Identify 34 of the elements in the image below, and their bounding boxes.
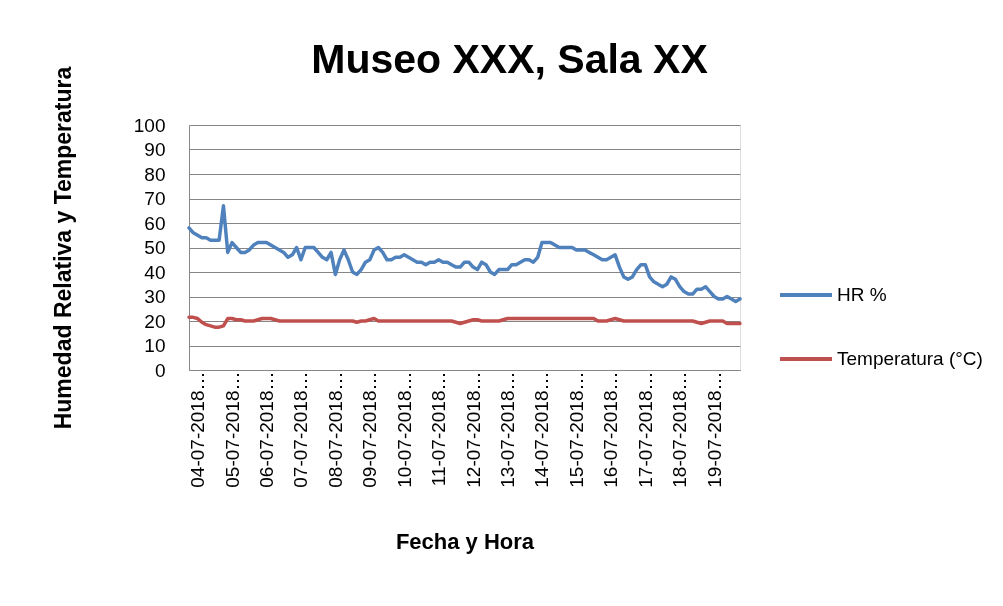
line-series	[187, 315, 742, 329]
y-tick-label: 10	[144, 335, 166, 356]
x-tick-label: 16-07-2018…	[600, 371, 622, 488]
x-tick-label: 09-07-2018…	[359, 371, 381, 488]
x-tick-label: 17-07-2018…	[634, 371, 656, 488]
y-tick-label: 70	[144, 188, 166, 209]
chart-title: Museo XXX, Sala XX	[311, 36, 708, 83]
x-tick-label: 18-07-2018…	[669, 371, 691, 488]
x-tick-label: 14-07-2018…	[531, 371, 553, 488]
x-tick-label: 11-07-2018…	[428, 371, 450, 487]
x-tick-label: 06-07-2018…	[255, 371, 277, 488]
y-tick-label: 50	[144, 237, 166, 258]
x-tick-label: 19-07-2018…	[703, 371, 725, 488]
x-tick-label: 10-07-2018…	[393, 371, 415, 488]
y-axis-title: Humedad Relativa y Temperatura	[49, 66, 76, 430]
x-tick-label: 04-07-2018…	[187, 371, 209, 488]
y-tick-label: 60	[144, 212, 166, 234]
y-tick-label: 90	[144, 139, 166, 160]
y-tick-label: 20	[144, 310, 166, 332]
y-tick-label: 30	[144, 286, 166, 307]
legend-label: Temperatura (°C)	[837, 348, 983, 369]
y-tick-label: 40	[144, 261, 166, 283]
x-axis-title: Fecha y Hora	[395, 528, 535, 554]
x-tick-label: 15-07-2018…	[565, 371, 587, 488]
x-tick-label: 05-07-2018…	[221, 371, 243, 488]
x-tick-label: 07-07-2018…	[290, 371, 312, 488]
line-series	[187, 204, 742, 304]
y-tick-label: 0	[154, 359, 166, 381]
legend-label: HR %	[837, 284, 887, 305]
y-tick-label: 100	[133, 114, 166, 136]
y-tick-label: 80	[144, 163, 166, 185]
x-tick-label: 12-07-2018…	[462, 371, 484, 488]
x-tick-label: 08-07-2018…	[324, 371, 346, 488]
x-tick-label: 13-07-2018…	[497, 371, 519, 488]
